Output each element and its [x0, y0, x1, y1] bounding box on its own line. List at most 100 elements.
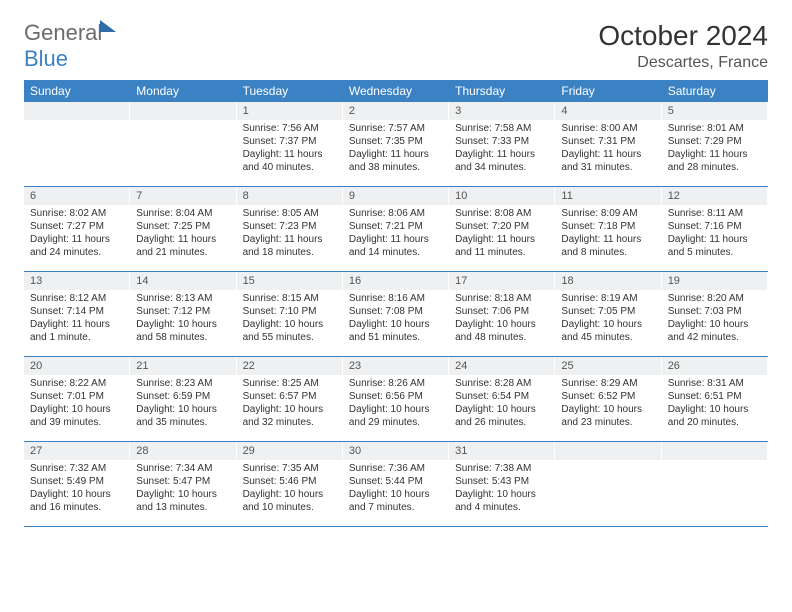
daylight-text: Daylight: 11 hours and 18 minutes. [243, 233, 336, 259]
day-number: 13 [24, 272, 129, 290]
daylight-text: Daylight: 10 hours and 29 minutes. [349, 403, 442, 429]
calendar-day-cell: 12Sunrise: 8:11 AMSunset: 7:16 PMDayligh… [662, 187, 768, 271]
day-number: 23 [343, 357, 448, 375]
day-body: Sunrise: 8:26 AMSunset: 6:56 PMDaylight:… [343, 377, 448, 429]
calendar-day-cell [130, 102, 236, 186]
day-body: Sunrise: 7:56 AMSunset: 7:37 PMDaylight:… [237, 122, 342, 174]
daylight-text: Daylight: 10 hours and 58 minutes. [136, 318, 229, 344]
day-body: Sunrise: 8:23 AMSunset: 6:59 PMDaylight:… [130, 377, 235, 429]
daylight-text: Daylight: 10 hours and 4 minutes. [455, 488, 548, 514]
day-body: Sunrise: 8:05 AMSunset: 7:23 PMDaylight:… [237, 207, 342, 259]
daylight-text: Daylight: 10 hours and 20 minutes. [668, 403, 761, 429]
weekday-header-row: Sunday Monday Tuesday Wednesday Thursday… [24, 80, 768, 102]
sunset-text: Sunset: 6:52 PM [561, 390, 654, 403]
calendar-day-cell [555, 442, 661, 526]
day-number: 11 [555, 187, 660, 205]
sunrise-text: Sunrise: 7:57 AM [349, 122, 442, 135]
daylight-text: Daylight: 10 hours and 42 minutes. [668, 318, 761, 344]
calendar-day-cell: 10Sunrise: 8:08 AMSunset: 7:20 PMDayligh… [449, 187, 555, 271]
day-number: 28 [130, 442, 235, 460]
calendar-day-cell: 4Sunrise: 8:00 AMSunset: 7:31 PMDaylight… [555, 102, 661, 186]
day-number: 19 [662, 272, 767, 290]
weekday-header: Monday [130, 80, 236, 102]
sunset-text: Sunset: 5:46 PM [243, 475, 336, 488]
sunset-text: Sunset: 7:37 PM [243, 135, 336, 148]
daylight-text: Daylight: 11 hours and 24 minutes. [30, 233, 123, 259]
calendar-week-row: 13Sunrise: 8:12 AMSunset: 7:14 PMDayligh… [24, 272, 768, 357]
sunset-text: Sunset: 7:14 PM [30, 305, 123, 318]
sunrise-text: Sunrise: 8:11 AM [668, 207, 761, 220]
day-number: 10 [449, 187, 554, 205]
sunrise-text: Sunrise: 8:31 AM [668, 377, 761, 390]
calendar-day-cell: 20 Sunrise: 8:22 AMSunset: 7:01 PMDayligh… [24, 357, 130, 441]
sunrise-text: Sunrise: 8:15 AM [243, 292, 336, 305]
sunrise-text: Sunrise: 8:18 AM [455, 292, 548, 305]
day-body: Sunrise: 8:09 AMSunset: 7:18 PMDaylight:… [555, 207, 660, 259]
weekday-header: Wednesday [343, 80, 449, 102]
logo-triangle-icon [100, 20, 116, 32]
sunset-text: Sunset: 7:35 PM [349, 135, 442, 148]
daylight-text: Daylight: 10 hours and 26 minutes. [455, 403, 548, 429]
daylight-text: Daylight: 10 hours and 35 minutes. [136, 403, 229, 429]
day-body: Sunrise: 7:58 AMSunset: 7:33 PMDaylight:… [449, 122, 554, 174]
daylight-text: Daylight: 10 hours and 32 minutes. [243, 403, 336, 429]
day-body: Sunrise: 7:36 AMSunset: 5:44 PMDaylight:… [343, 462, 448, 514]
sunrise-text: Sunrise: 8:26 AM [349, 377, 442, 390]
calendar-day-cell: 8Sunrise: 8:05 AMSunset: 7:23 PMDaylight… [237, 187, 343, 271]
sunset-text: Sunset: 7:10 PM [243, 305, 336, 318]
day-body: Sunrise: 8:04 AMSunset: 7:25 PMDaylight:… [130, 207, 235, 259]
calendar-day-cell: 2 Sunrise: 7:57 AMSunset: 7:35 PMDaylight… [343, 102, 449, 186]
daylight-text: Daylight: 11 hours and 11 minutes. [455, 233, 548, 259]
day-body: Sunrise: 8:19 AMSunset: 7:05 PMDaylight:… [555, 292, 660, 344]
weekday-header: Sunday [24, 80, 130, 102]
sunrise-text: Sunrise: 7:36 AM [349, 462, 442, 475]
calendar-day-cell: 16Sunrise: 8:16 AMSunset: 7:08 PMDayligh… [343, 272, 449, 356]
day-body: Sunrise: 8:22 AMSunset: 7:01 PMDaylight:… [24, 377, 129, 429]
sunrise-text: Sunrise: 8:28 AM [455, 377, 548, 390]
sunrise-text: Sunrise: 7:32 AM [30, 462, 123, 475]
sunset-text: Sunset: 7:20 PM [455, 220, 548, 233]
day-body: Sunrise: 8:16 AMSunset: 7:08 PMDaylight:… [343, 292, 448, 344]
sunrise-text: Sunrise: 8:06 AM [349, 207, 442, 220]
page-header: General Blue October 2024 Descartes, Fra… [24, 20, 768, 72]
sunrise-text: Sunrise: 8:29 AM [561, 377, 654, 390]
daylight-text: Daylight: 11 hours and 31 minutes. [561, 148, 654, 174]
sunset-text: Sunset: 7:01 PM [30, 390, 123, 403]
sunset-text: Sunset: 7:05 PM [561, 305, 654, 318]
sunset-text: Sunset: 7:18 PM [561, 220, 654, 233]
day-number: 7 [130, 187, 235, 205]
brand-blue: Blue [24, 46, 68, 71]
sunrise-text: Sunrise: 8:00 AM [561, 122, 654, 135]
sunrise-text: Sunrise: 7:35 AM [243, 462, 336, 475]
day-number: 2 [343, 102, 448, 120]
daylight-text: Daylight: 10 hours and 23 minutes. [561, 403, 654, 429]
brand-general: General [24, 20, 102, 45]
calendar-day-cell [662, 442, 768, 526]
calendar-week-row: 20 Sunrise: 8:22 AMSunset: 7:01 PMDayligh… [24, 357, 768, 442]
day-number: 29 [237, 442, 342, 460]
daylight-text: Daylight: 10 hours and 7 minutes. [349, 488, 442, 514]
day-number: 15 [237, 272, 342, 290]
day-body: Sunrise: 7:57 AMSunset: 7:35 PMDaylight:… [343, 122, 448, 174]
day-body: Sunrise: 7:35 AMSunset: 5:46 PMDaylight:… [237, 462, 342, 514]
daylight-text: Daylight: 11 hours and 40 minutes. [243, 148, 336, 174]
day-body: Sunrise: 8:01 AMSunset: 7:29 PMDaylight:… [662, 122, 767, 174]
sunset-text: Sunset: 7:06 PM [455, 305, 548, 318]
sunrise-text: Sunrise: 8:05 AM [243, 207, 336, 220]
sunset-text: Sunset: 5:47 PM [136, 475, 229, 488]
calendar-day-cell: 11 Sunrise: 8:09 AMSunset: 7:18 PMDayligh… [555, 187, 661, 271]
sunrise-text: Sunrise: 8:13 AM [136, 292, 229, 305]
day-number: 22 [237, 357, 342, 375]
daylight-text: Daylight: 10 hours and 13 minutes. [136, 488, 229, 514]
daylight-text: Daylight: 11 hours and 8 minutes. [561, 233, 654, 259]
daylight-text: Daylight: 10 hours and 51 minutes. [349, 318, 442, 344]
day-number [130, 102, 235, 120]
calendar-day-cell: 19Sunrise: 8:20 AMSunset: 7:03 PMDayligh… [662, 272, 768, 356]
calendar-day-cell: 13Sunrise: 8:12 AMSunset: 7:14 PMDayligh… [24, 272, 130, 356]
day-number: 20 [24, 357, 129, 375]
sunset-text: Sunset: 5:43 PM [455, 475, 548, 488]
sunset-text: Sunset: 7:31 PM [561, 135, 654, 148]
day-number [24, 102, 129, 120]
day-body: Sunrise: 8:11 AMSunset: 7:16 PMDaylight:… [662, 207, 767, 259]
daylight-text: Daylight: 10 hours and 55 minutes. [243, 318, 336, 344]
